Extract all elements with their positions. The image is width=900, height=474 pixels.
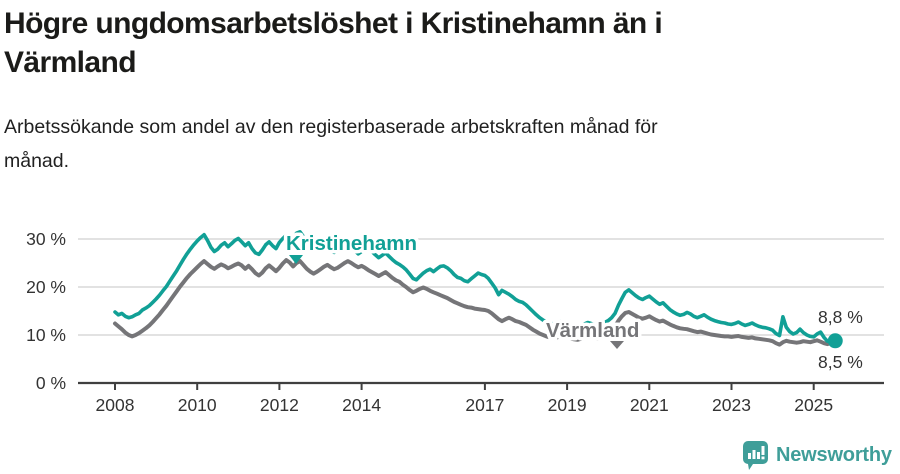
chart-subtitle-line1: Arbetssökande som andel av den registerb… (4, 116, 658, 138)
chart-subtitle: Arbetssökande som andel av den registerb… (4, 110, 864, 178)
page-title-line1: Högre ungdomsarbetslöshet i Kristinehamn… (4, 7, 663, 40)
chart-subtitle-line2: månad. (4, 150, 70, 172)
kristinehamn-line (113, 229, 837, 344)
y-axis-label: 20 % (26, 277, 66, 297)
x-axis-label: 2010 (178, 395, 217, 415)
kristinehamn-label-arrow-icon (289, 255, 303, 264)
end-value-label-varmland: 8,5 % (818, 352, 863, 372)
x-axis-label: 2012 (260, 395, 299, 415)
series-end-dot (827, 333, 843, 349)
page-title-line2: Värmland (4, 46, 137, 79)
x-axis-label: 2019 (548, 395, 587, 415)
end-value-label-kristinehamn: 8,8 % (818, 307, 863, 327)
y-axis-label: 0 % (36, 373, 66, 393)
x-axis-label: 2023 (712, 395, 751, 415)
newsworthy-brand-text: Newsworthy (776, 444, 892, 466)
x-axis-label: 2021 (630, 395, 669, 415)
page-title: Högre ungdomsarbetslöshet i Kristinehamn… (4, 4, 864, 82)
varmland-label-arrow-icon (610, 341, 624, 349)
y-axis-label: 30 % (26, 229, 66, 249)
newsworthy-logo[interactable]: Newsworthy (742, 440, 892, 471)
line-chart: 2008 2010 2012 2014 2017 2019 2021 2023 2025 0 % 1… (26, 229, 884, 415)
varmland-line (113, 258, 837, 347)
newsworthy-logo-icon (743, 441, 768, 470)
x-axis-label: 2008 (96, 395, 135, 415)
varmland-series-label: Värmland (546, 319, 639, 342)
y-axis-label: 10 % (26, 325, 66, 345)
kristinehamn-series-label: Kristinehamn (286, 232, 417, 255)
x-axis-label: 2025 (794, 395, 833, 415)
x-axis-label: 2014 (342, 395, 381, 415)
x-axis-label: 2017 (465, 395, 504, 415)
